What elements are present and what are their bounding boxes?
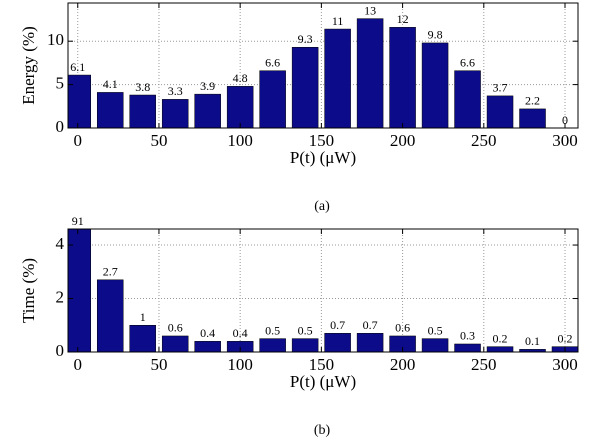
bar <box>129 325 156 352</box>
bar <box>161 99 189 128</box>
data-label: 12 <box>397 12 409 26</box>
bar <box>421 338 449 352</box>
data-label: 0.2 <box>493 331 508 345</box>
axes-box <box>67 2 579 129</box>
data-label: 6.1 <box>70 60 85 74</box>
data-label: 13 <box>364 3 376 17</box>
bar <box>324 28 351 128</box>
data-label: 0.5 <box>265 323 280 337</box>
bar <box>291 47 319 128</box>
bar <box>96 92 124 128</box>
x-tick-label: 100 <box>227 355 253 374</box>
bars <box>68 229 578 352</box>
x-tick-label: 0 <box>73 355 82 374</box>
data-label: 9.3 <box>298 32 313 46</box>
bar <box>356 18 384 128</box>
data-label: 4.8 <box>233 71 248 85</box>
bar <box>259 338 286 352</box>
data-label: 4.1 <box>103 77 118 91</box>
bar <box>259 70 286 128</box>
bar <box>194 341 221 352</box>
data-label: 9.8 <box>428 28 443 42</box>
x-tick-label: 50 <box>150 131 167 150</box>
bar <box>68 74 91 128</box>
data-label: 11 <box>332 14 344 28</box>
data-label: 0.3 <box>460 329 475 343</box>
caption: (b) <box>314 423 331 438</box>
data-label: 0.6 <box>395 321 410 335</box>
data-label: 0 <box>562 113 568 127</box>
data-label: 0.2 <box>558 331 573 345</box>
y-tick-label: 5 <box>56 74 65 93</box>
data-label: 0.4 <box>200 326 215 340</box>
bar <box>68 229 91 352</box>
data-label: 91 <box>72 214 84 228</box>
x-tick-label: 250 <box>471 355 497 374</box>
x-tick-label: 0 <box>73 131 82 150</box>
y-axis-label: Time (%) <box>19 258 38 323</box>
bar <box>129 94 156 128</box>
y-tick-label: 2 <box>56 287 65 306</box>
x-tick-label: 300 <box>552 131 578 150</box>
y-tick-label: 4 <box>56 234 65 253</box>
bar <box>194 93 221 128</box>
bar <box>421 42 449 128</box>
data-label: 2.7 <box>103 265 118 279</box>
data-label: 2.2 <box>525 94 540 108</box>
data-label: 3.8 <box>135 80 150 94</box>
bar <box>486 95 514 128</box>
bar <box>519 108 546 128</box>
bar <box>389 27 416 128</box>
x-tick-label: 150 <box>309 355 335 374</box>
data-label: 0.7 <box>330 318 345 332</box>
bar <box>454 70 481 128</box>
axes-box <box>67 228 579 353</box>
bar <box>96 279 124 352</box>
bar <box>291 338 319 352</box>
bar <box>161 335 189 352</box>
bars <box>68 18 546 128</box>
data-label: 0.1 <box>525 334 540 348</box>
data-label: 3.3 <box>168 84 183 98</box>
data-label: 0.6 <box>168 321 183 335</box>
bar <box>486 346 514 352</box>
bar <box>454 343 481 352</box>
y-tick-label: 10 <box>47 30 64 49</box>
x-axis-label: P(t) (μW) <box>290 372 356 391</box>
data-label: 0.5 <box>298 323 313 337</box>
x-tick-label: 100 <box>227 131 253 150</box>
data-label: 1 <box>140 310 146 324</box>
bar <box>226 341 254 352</box>
x-tick-label: 200 <box>390 131 416 150</box>
data-label: 3.7 <box>493 81 508 95</box>
y-tick-label: 0 <box>56 117 65 136</box>
x-tick-label: 200 <box>390 355 416 374</box>
y-tick-label: 0 <box>56 341 65 360</box>
data-label: 0.7 <box>363 318 378 332</box>
x-axis-label: P(t) (μW) <box>290 148 356 167</box>
x-tick-label: 300 <box>552 355 578 374</box>
data-label: 6.6 <box>460 55 475 69</box>
data-label: 0.5 <box>428 323 443 337</box>
bar <box>226 86 254 128</box>
caption: (a) <box>314 199 330 214</box>
y-axis-label: Energy (%) <box>19 26 38 105</box>
x-tick-label: 50 <box>150 355 167 374</box>
data-label: 6.6 <box>265 55 280 69</box>
bar <box>356 333 384 352</box>
bar <box>324 333 351 352</box>
data-label: 0.4 <box>233 326 248 340</box>
data-label: 3.9 <box>200 79 215 93</box>
x-tick-label: 250 <box>471 131 497 150</box>
x-tick-label: 150 <box>309 131 335 150</box>
